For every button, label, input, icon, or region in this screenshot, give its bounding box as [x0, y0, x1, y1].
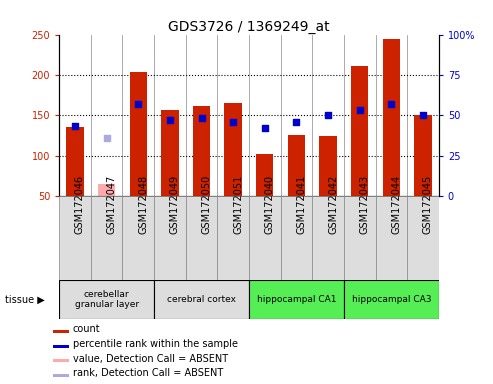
Point [419, 112, 427, 118]
Bar [154, 280, 249, 319]
Point [198, 115, 206, 121]
Bar [288, 136, 305, 196]
Text: rank, Detection Call = ABSENT: rank, Detection Call = ABSENT [72, 368, 223, 378]
Bar [224, 103, 242, 196]
Text: GSM172046: GSM172046 [75, 175, 85, 234]
Text: GSM172050: GSM172050 [202, 175, 211, 234]
Point [229, 119, 237, 125]
Text: GSM172042: GSM172042 [328, 175, 338, 234]
Bar [53, 330, 69, 333]
Bar [91, 196, 122, 280]
Text: GSM172051: GSM172051 [233, 175, 243, 234]
Point [103, 135, 110, 141]
Text: GSM172048: GSM172048 [138, 175, 148, 234]
Bar [122, 196, 154, 280]
Bar [344, 280, 439, 319]
Bar [249, 196, 281, 280]
Text: GSM172045: GSM172045 [423, 175, 433, 234]
Bar [312, 196, 344, 280]
Text: cerebral cortex: cerebral cortex [167, 295, 236, 304]
Bar [154, 196, 186, 280]
Bar [53, 359, 69, 362]
Point [261, 125, 269, 131]
Bar [383, 40, 400, 196]
Text: GSM172049: GSM172049 [170, 175, 180, 234]
Bar [281, 196, 312, 280]
Bar [66, 127, 84, 196]
Bar [161, 109, 178, 196]
Point [387, 101, 395, 107]
Bar [319, 136, 337, 196]
Bar [98, 184, 115, 196]
Point [324, 112, 332, 118]
Text: GSM172041: GSM172041 [296, 175, 307, 234]
Title: GDS3726 / 1369249_at: GDS3726 / 1369249_at [168, 20, 330, 33]
Bar [130, 73, 147, 196]
Point [292, 119, 300, 125]
Text: count: count [72, 324, 100, 334]
Text: GSM172047: GSM172047 [106, 175, 117, 234]
Point [134, 101, 142, 107]
Bar [407, 196, 439, 280]
Text: GSM172043: GSM172043 [360, 175, 370, 234]
Text: percentile rank within the sample: percentile rank within the sample [72, 339, 238, 349]
Bar [217, 196, 249, 280]
Bar [351, 66, 368, 196]
Text: hippocampal CA3: hippocampal CA3 [352, 295, 431, 304]
Bar [59, 280, 154, 319]
Bar [193, 106, 210, 196]
Text: value, Detection Call = ABSENT: value, Detection Call = ABSENT [72, 354, 228, 364]
Bar [53, 374, 69, 377]
Bar [256, 154, 274, 196]
Text: GSM172040: GSM172040 [265, 175, 275, 234]
Text: hippocampal CA1: hippocampal CA1 [257, 295, 336, 304]
Text: cerebellar
granular layer: cerebellar granular layer [74, 290, 139, 309]
Point [71, 123, 79, 129]
Bar [376, 196, 407, 280]
Text: GSM172044: GSM172044 [391, 175, 401, 234]
Bar [53, 345, 69, 348]
Point [166, 117, 174, 123]
Bar [186, 196, 217, 280]
Bar [344, 196, 376, 280]
Point [356, 107, 364, 113]
Text: tissue ▶: tissue ▶ [5, 295, 45, 305]
Bar [59, 196, 91, 280]
Bar [249, 280, 344, 319]
Bar [414, 115, 432, 196]
